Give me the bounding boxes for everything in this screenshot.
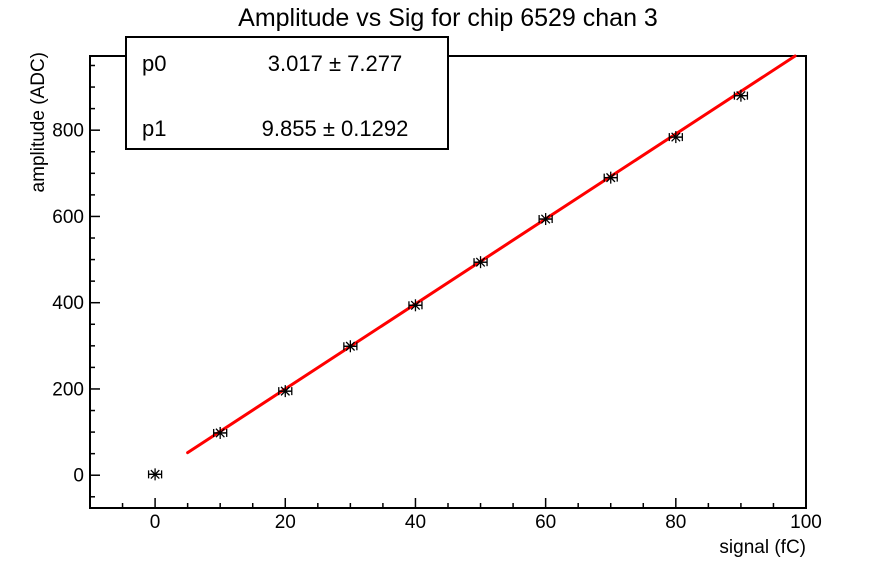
data-point xyxy=(278,385,293,398)
x-axis-title: signal (fC) xyxy=(719,537,806,558)
data-point xyxy=(538,213,553,226)
asterisk-marker xyxy=(736,90,746,101)
axis-ticks xyxy=(89,64,807,508)
asterisk-marker xyxy=(280,386,290,396)
data-series xyxy=(147,89,749,481)
chart-title: Amplitude vs Sig for chip 6529 chan 3 xyxy=(238,4,658,32)
data-point xyxy=(213,426,228,439)
stat-row-p1: p1 9.855 ± 0.1292 xyxy=(127,114,447,144)
data-point xyxy=(147,468,163,481)
asterisk-marker xyxy=(345,341,356,351)
asterisk-marker xyxy=(671,132,681,142)
x-tick-label: 60 xyxy=(535,512,556,533)
data-point xyxy=(603,171,618,184)
data-point xyxy=(408,299,423,312)
y-tick-label: 800 xyxy=(52,121,84,142)
y-axis-title: amplitude (ADC) xyxy=(28,52,49,192)
stats-box: p0 3.017 ± 7.277 p1 9.855 ± 0.1292 xyxy=(125,36,449,150)
x-tick-label: 0 xyxy=(150,512,161,533)
asterisk-marker xyxy=(606,172,616,183)
stat-param-value: 3.017 ± 7.277 xyxy=(267,51,403,76)
stat-param-value: 9.855 ± 0.1292 xyxy=(261,116,409,141)
data-point xyxy=(343,340,358,353)
asterisk-marker xyxy=(150,469,160,480)
asterisk-marker xyxy=(475,257,486,267)
y-tick-label: 600 xyxy=(52,207,84,228)
x-tick-label: 40 xyxy=(405,512,426,533)
asterisk-marker xyxy=(215,428,225,438)
x-tick-label: 80 xyxy=(665,512,686,533)
stat-param-name: p1 xyxy=(142,116,167,141)
data-point xyxy=(733,89,749,102)
y-tick-label: 200 xyxy=(52,379,84,400)
tick-labels: 0 20 40 60 80 100 0 200 400 600 800 xyxy=(52,121,822,533)
stat-row-p0: p0 3.017 ± 7.277 xyxy=(127,49,447,79)
x-tick-label: 20 xyxy=(275,512,296,533)
fit-line xyxy=(186,54,797,455)
data-point xyxy=(473,256,488,269)
data-point xyxy=(668,131,683,144)
y-tick-label: 400 xyxy=(52,293,84,314)
x-tick-label: 100 xyxy=(790,512,822,533)
y-tick-label: 0 xyxy=(73,466,84,487)
asterisk-marker xyxy=(540,214,551,224)
stat-param-name: p0 xyxy=(142,51,167,76)
asterisk-marker xyxy=(410,300,421,310)
